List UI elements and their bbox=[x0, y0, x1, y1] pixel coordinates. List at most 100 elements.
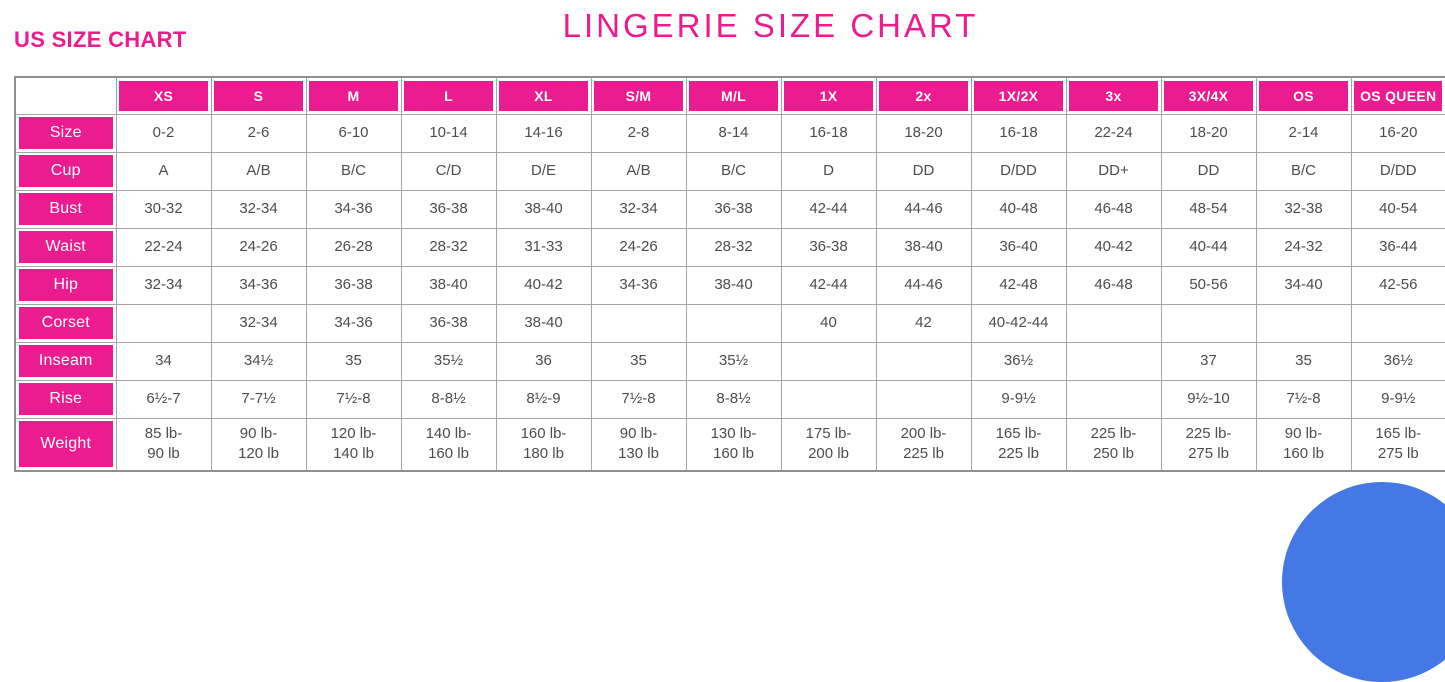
table-cell: 8-8½ bbox=[400, 379, 497, 419]
table-cell: 38-40 bbox=[400, 265, 497, 305]
table-cell: 34½ bbox=[210, 341, 307, 381]
table-cell: 18-20 bbox=[1160, 113, 1257, 153]
table-cell bbox=[590, 303, 687, 343]
table-cell: 9½-10 bbox=[1160, 379, 1257, 419]
size-chart-table-container: XS S M L XL S/M M/L 1X 2x 1X/2X 3x 3X/4X OS OS QUEEN … bbox=[14, 76, 1445, 472]
table-cell: 30-32 bbox=[115, 189, 212, 229]
table-cell: 2-6 bbox=[210, 113, 307, 153]
table-cell bbox=[1255, 303, 1352, 343]
table-cell: D/E bbox=[495, 151, 592, 191]
table-cell: 36-38 bbox=[685, 189, 782, 229]
table-cell: A/B bbox=[590, 151, 687, 191]
table-cell: 40-42 bbox=[1065, 227, 1162, 267]
column-header-3x: 3x bbox=[1065, 76, 1162, 115]
table-cell: 6½-7 bbox=[115, 379, 212, 419]
table-cell: B/C bbox=[685, 151, 782, 191]
table-cell: 28-32 bbox=[400, 227, 497, 267]
chat-widget-button[interactable] bbox=[1282, 482, 1445, 682]
table-cell: 31-33 bbox=[495, 227, 592, 267]
table-cell: 7½-8 bbox=[1255, 379, 1352, 419]
row-header-inseam: Inseam bbox=[14, 341, 117, 381]
table-cell: 16-18 bbox=[970, 113, 1067, 153]
table-cell: 40 bbox=[780, 303, 877, 343]
row-header-waist: Waist bbox=[14, 227, 117, 267]
table-cell: 6-10 bbox=[305, 113, 402, 153]
table-cell: 120 lb- 140 lb bbox=[305, 417, 402, 472]
table-cell: 36-44 bbox=[1350, 227, 1445, 267]
table-cell: 16-20 bbox=[1350, 113, 1445, 153]
us-size-chart-heading: US SIZE CHART bbox=[14, 27, 187, 52]
table-cell: 40-42 bbox=[495, 265, 592, 305]
table-row-bust: Bust 30-32 32-34 34-36 36-38 38-40 32-34 36-38 4… bbox=[14, 189, 1445, 229]
table-cell: 36-40 bbox=[970, 227, 1067, 267]
size-column-header-row: XS S M L XL S/M M/L 1X 2x 1X/2X 3x 3X/4X OS OS QUEEN bbox=[14, 76, 1445, 115]
row-header-bust: Bust bbox=[14, 189, 117, 229]
table-cell: 90 lb- 130 lb bbox=[590, 417, 687, 472]
table-cell: 24-26 bbox=[590, 227, 687, 267]
table-cell: D/DD bbox=[1350, 151, 1445, 191]
table-cell: 34-36 bbox=[305, 189, 402, 229]
size-chart-table: XS S M L XL S/M M/L 1X 2x 1X/2X 3x 3X/4X OS OS QUEEN … bbox=[14, 76, 1445, 472]
table-cell: 16-18 bbox=[780, 113, 877, 153]
table-cell: DD+ bbox=[1065, 151, 1162, 191]
table-cell: 35 bbox=[1255, 341, 1352, 381]
table-cell: 36-38 bbox=[780, 227, 877, 267]
table-row-rise: Rise 6½-7 7-7½ 7½-8 8-8½ 8½-9 7½-8 8-8½ 9-9½ 9½-1… bbox=[14, 379, 1445, 419]
table-cell: 50-56 bbox=[1160, 265, 1257, 305]
table-cell: 14-16 bbox=[495, 113, 592, 153]
table-cell: 165 lb- 225 lb bbox=[970, 417, 1067, 472]
column-header-l: L bbox=[400, 76, 497, 115]
row-header-rise: Rise bbox=[14, 379, 117, 419]
table-cell bbox=[685, 303, 782, 343]
row-header-cup: Cup bbox=[14, 151, 117, 191]
size-chart-body: Size 0-2 2-6 6-10 10-14 14-16 2-8 8-14 16-18 18-2… bbox=[14, 113, 1445, 472]
table-cell: 24-32 bbox=[1255, 227, 1352, 267]
table-cell: DD bbox=[1160, 151, 1257, 191]
table-cell: 8½-9 bbox=[495, 379, 592, 419]
table-cell: 32-34 bbox=[210, 189, 307, 229]
table-cell: 22-24 bbox=[1065, 113, 1162, 153]
column-header-os: OS bbox=[1255, 76, 1352, 115]
table-cell: 36 bbox=[495, 341, 592, 381]
table-cell: 48-54 bbox=[1160, 189, 1257, 229]
table-cell: C/D bbox=[400, 151, 497, 191]
table-cell: 36-38 bbox=[400, 189, 497, 229]
table-cell: 28-32 bbox=[685, 227, 782, 267]
table-cell: 38-40 bbox=[685, 265, 782, 305]
table-cell: 32-38 bbox=[1255, 189, 1352, 229]
table-row-cup: Cup A A/B B/C C/D D/E A/B B/C D DD D/DD DD+ DD B/C D/D… bbox=[14, 151, 1445, 191]
table-cell: 32-34 bbox=[590, 189, 687, 229]
table-cell: 40-48 bbox=[970, 189, 1067, 229]
table-cell: 34 bbox=[115, 341, 212, 381]
table-cell: 200 lb- 225 lb bbox=[875, 417, 972, 472]
table-row-size: Size 0-2 2-6 6-10 10-14 14-16 2-8 8-14 16-18 18-2… bbox=[14, 113, 1445, 153]
table-cell: 32-34 bbox=[210, 303, 307, 343]
table-cell: 40-44 bbox=[1160, 227, 1257, 267]
table-cell: 24-26 bbox=[210, 227, 307, 267]
table-cell: 7-7½ bbox=[210, 379, 307, 419]
table-cell: 140 lb- 160 lb bbox=[400, 417, 497, 472]
table-cell: 36½ bbox=[970, 341, 1067, 381]
table-cell: 2-8 bbox=[590, 113, 687, 153]
table-cell: D/DD bbox=[970, 151, 1067, 191]
table-cell: 35½ bbox=[685, 341, 782, 381]
table-cell: 26-28 bbox=[305, 227, 402, 267]
table-cell: 165 lb- 275 lb bbox=[1350, 417, 1445, 472]
table-cell: 46-48 bbox=[1065, 189, 1162, 229]
table-cell: 38-40 bbox=[875, 227, 972, 267]
table-cell: 90 lb- 120 lb bbox=[210, 417, 307, 472]
table-cell: 42-48 bbox=[970, 265, 1067, 305]
table-cell: 10-14 bbox=[400, 113, 497, 153]
table-cell: 0-2 bbox=[115, 113, 212, 153]
table-cell: 35½ bbox=[400, 341, 497, 381]
table-cell: 42 bbox=[875, 303, 972, 343]
table-cell: 225 lb- 250 lb bbox=[1065, 417, 1162, 472]
table-cell: 7½-8 bbox=[590, 379, 687, 419]
page-title: LINGERIE SIZE CHART bbox=[562, 7, 979, 44]
table-cell: A/B bbox=[210, 151, 307, 191]
table-cell bbox=[1350, 303, 1445, 343]
column-header-xs: XS bbox=[115, 76, 212, 115]
table-cell: 90 lb- 160 lb bbox=[1255, 417, 1352, 472]
table-cell bbox=[780, 341, 877, 381]
row-header-hip: Hip bbox=[14, 265, 117, 305]
